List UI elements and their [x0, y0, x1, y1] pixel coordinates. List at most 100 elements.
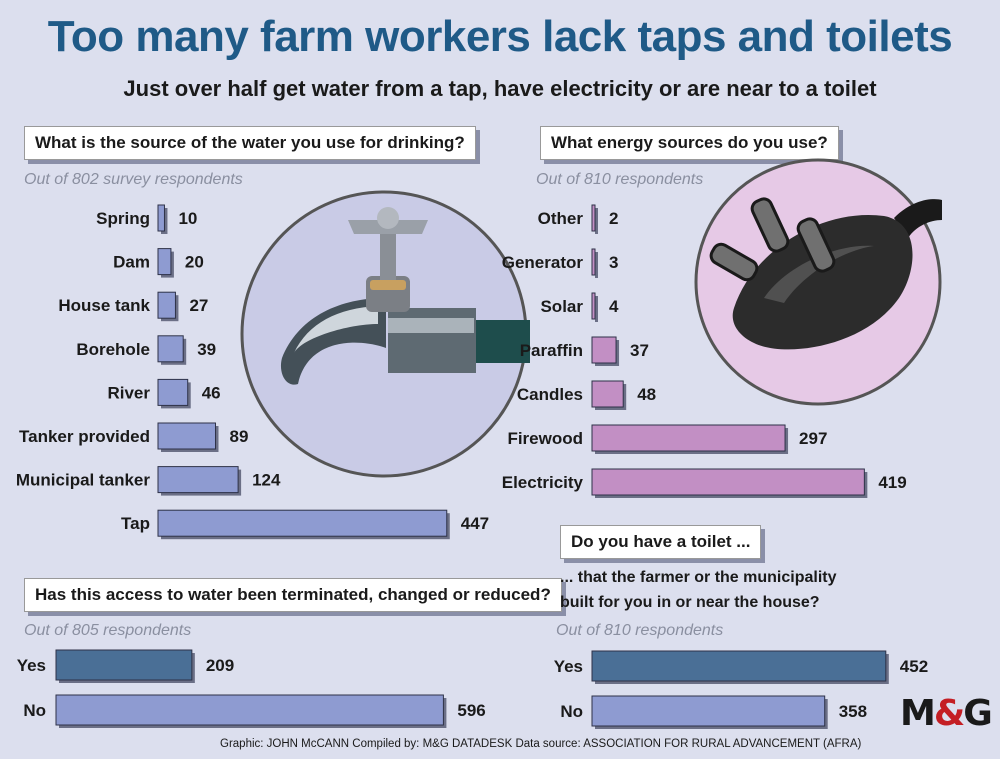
energy-value-label: 3 — [609, 253, 618, 272]
water-value-label: 46 — [202, 383, 221, 402]
energy-bar — [591, 292, 596, 320]
credit-line: Graphic: JOHN McCANN Compiled by: M&G DA… — [220, 738, 862, 750]
energy-bar — [591, 204, 596, 232]
water-bar — [157, 204, 165, 232]
terminated-category-label: No — [23, 701, 46, 720]
toilet-bar — [591, 695, 826, 727]
water-category-label: Spring — [96, 209, 150, 228]
energy-bar — [591, 424, 786, 452]
water-row: Borehole 39 — [76, 335, 216, 365]
energy-category-label: Generator — [502, 253, 584, 272]
energy-bar — [591, 468, 865, 496]
energy-value-label: 48 — [637, 385, 656, 404]
water-category-label: Tanker provided — [19, 427, 150, 446]
energy-row: Generator 3 — [502, 248, 618, 278]
energy-category-label: Firewood — [507, 429, 583, 448]
toilet-value-label: 452 — [900, 657, 928, 676]
water-bar — [157, 335, 184, 363]
energy-category-label: Solar — [540, 297, 583, 316]
water-row: House tank 27 — [58, 291, 208, 322]
energy-row: Firewood 297 — [507, 424, 827, 454]
water-bar — [157, 291, 176, 319]
toilet-note: Out of 810 respondents — [556, 622, 724, 639]
mg-logo: M&G — [900, 693, 993, 734]
logo-left: M — [900, 693, 936, 734]
energy-bar-shadow — [595, 208, 598, 234]
energy-category-label: Other — [538, 209, 584, 228]
terminated-value-label: 209 — [206, 656, 234, 675]
water-row: Spring 10 — [96, 204, 197, 234]
energy-row: Electricity 419 — [502, 468, 907, 498]
page-title: Too many farm workers lack taps and toil… — [47, 12, 953, 61]
terminated-category-label: Yes — [17, 656, 46, 675]
energy-value-label: 37 — [630, 341, 649, 360]
toilet-question-line-2: built for you in or near the house? — [560, 594, 820, 611]
energy-row: Paraffin 37 — [520, 336, 649, 366]
terminated-value-label: 596 — [457, 701, 485, 720]
energy-row: Other 2 — [538, 204, 618, 234]
water-value-label: 10 — [178, 209, 197, 228]
energy-bar — [591, 336, 617, 364]
water-source-note: Out of 802 survey respondents — [24, 171, 243, 188]
logo-amp: & — [933, 693, 965, 734]
water-source-question: What is the source of the water you use … — [24, 126, 476, 160]
terminated-row: No 596 — [23, 694, 486, 728]
water-row: Municipal tanker 124 — [16, 466, 281, 496]
water-value-label: 39 — [197, 340, 216, 359]
water-bar — [157, 509, 448, 537]
energy-row: Solar 4 — [540, 292, 619, 322]
terminated-bar — [55, 649, 193, 681]
water-value-label: 20 — [185, 253, 204, 272]
water-bar — [157, 248, 172, 276]
toilet-category-label: No — [560, 702, 583, 721]
energy-source-question: What energy sources do you use? — [540, 126, 839, 160]
water-bar — [157, 466, 239, 494]
water-category-label: River — [107, 383, 150, 402]
water-category-label: Municipal tanker — [16, 471, 151, 490]
terminated-row: Yes 209 — [17, 649, 234, 683]
tap-icon — [240, 190, 530, 478]
water-bar — [157, 378, 189, 406]
logo-right: G — [963, 693, 993, 734]
toilet-question: Do you have a toilet ... — [560, 525, 762, 559]
energy-category-label: Paraffin — [520, 341, 583, 360]
water-bar — [157, 422, 216, 450]
toilet-question-line-1: ... that the farmer or the municipality — [560, 569, 837, 586]
energy-row: Candles 48 — [517, 380, 656, 410]
energy-bar — [591, 248, 596, 276]
water-row: Tanker provided 89 — [19, 422, 248, 452]
energy-bar-shadow — [595, 296, 598, 322]
toilet-category-label: Yes — [554, 657, 583, 676]
energy-bar-shadow — [595, 252, 598, 278]
energy-category-label: Candles — [517, 385, 583, 404]
toilet-value-label: 358 — [839, 702, 867, 721]
water-category-label: Dam — [113, 253, 150, 272]
water-value-label: 124 — [252, 471, 281, 490]
terminated-bar — [55, 694, 444, 726]
water-row: Dam 20 — [113, 248, 204, 278]
water-category-label: House tank — [58, 296, 150, 315]
water-row: River 46 — [107, 378, 221, 409]
water-access-question: Has this access to water been terminated… — [24, 578, 562, 612]
water-category-label: Tap — [121, 514, 150, 533]
energy-value-label: 297 — [799, 429, 827, 448]
water-value-label: 27 — [189, 296, 208, 315]
energy-category-label: Electricity — [502, 473, 584, 492]
energy-value-label: 2 — [609, 209, 618, 228]
water-access-note: Out of 805 respondents — [24, 622, 192, 639]
energy-value-label: 419 — [878, 473, 906, 492]
toilet-row: No 358 — [560, 695, 867, 729]
water-value-label: 447 — [461, 514, 489, 533]
energy-source-note: Out of 810 respondents — [536, 171, 704, 188]
page-subtitle: Just over half get water from a tap, hav… — [123, 76, 877, 101]
energy-bar — [591, 380, 624, 408]
water-value-label: 89 — [229, 427, 248, 446]
electric-plug-icon — [694, 158, 942, 406]
water-row: Tap 447 — [121, 509, 489, 540]
energy-value-label: 4 — [609, 297, 619, 316]
toilet-row: Yes 452 — [554, 650, 928, 684]
water-category-label: Borehole — [76, 340, 150, 359]
toilet-bar — [591, 650, 887, 682]
